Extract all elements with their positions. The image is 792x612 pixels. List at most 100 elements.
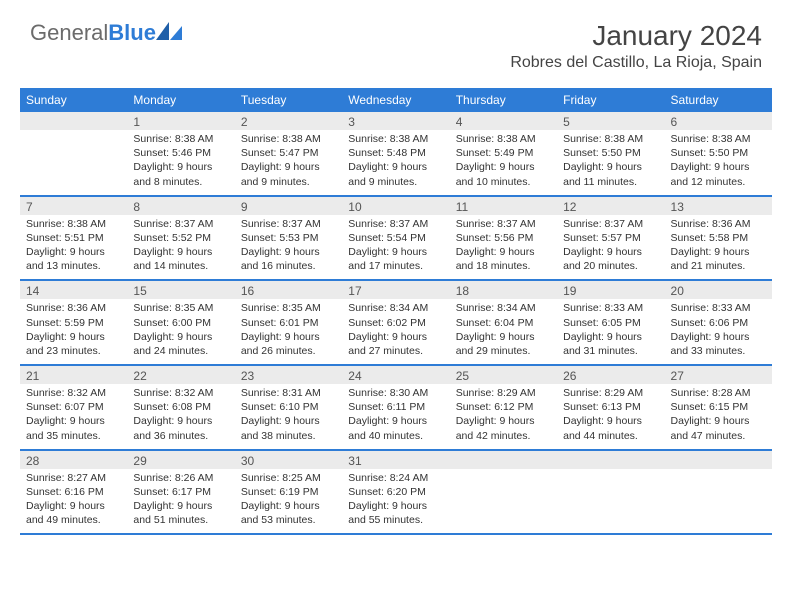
daylight-value: Daylight: 9 hours and 51 minutes. — [133, 499, 228, 527]
day-number: 4 — [450, 112, 557, 130]
day-body: Sunrise: 8:37 AMSunset: 5:52 PMDaylight:… — [127, 215, 234, 280]
day-body: Sunrise: 8:37 AMSunset: 5:53 PMDaylight:… — [235, 215, 342, 280]
day-cell: 18Sunrise: 8:34 AMSunset: 6:04 PMDayligh… — [450, 281, 557, 364]
day-body: Sunrise: 8:29 AMSunset: 6:12 PMDaylight:… — [450, 384, 557, 449]
day-number — [450, 451, 557, 469]
day-number: 17 — [342, 281, 449, 299]
sunrise-value: Sunrise: 8:24 AM — [348, 471, 443, 485]
sunrise-value: Sunrise: 8:38 AM — [348, 132, 443, 146]
day-body: Sunrise: 8:33 AMSunset: 6:06 PMDaylight:… — [665, 299, 772, 364]
day-cell: 5Sunrise: 8:38 AMSunset: 5:50 PMDaylight… — [557, 112, 664, 195]
daylight-value: Daylight: 9 hours and 31 minutes. — [563, 330, 658, 358]
sunset-value: Sunset: 6:11 PM — [348, 400, 443, 414]
day-cell: 29Sunrise: 8:26 AMSunset: 6:17 PMDayligh… — [127, 451, 234, 534]
day-cell: 2Sunrise: 8:38 AMSunset: 5:47 PMDaylight… — [235, 112, 342, 195]
day-number: 16 — [235, 281, 342, 299]
dow-sunday: Sunday — [20, 88, 127, 112]
day-number: 23 — [235, 366, 342, 384]
daylight-value: Daylight: 9 hours and 49 minutes. — [26, 499, 121, 527]
sunset-value: Sunset: 5:46 PM — [133, 146, 228, 160]
day-cell — [665, 451, 772, 534]
day-cell: 22Sunrise: 8:32 AMSunset: 6:08 PMDayligh… — [127, 366, 234, 449]
day-number: 2 — [235, 112, 342, 130]
day-body: Sunrise: 8:30 AMSunset: 6:11 PMDaylight:… — [342, 384, 449, 449]
day-number: 22 — [127, 366, 234, 384]
daylight-value: Daylight: 9 hours and 21 minutes. — [671, 245, 766, 273]
week-row: 1Sunrise: 8:38 AMSunset: 5:46 PMDaylight… — [20, 112, 772, 197]
dow-friday: Friday — [557, 88, 664, 112]
sunrise-value: Sunrise: 8:37 AM — [563, 217, 658, 231]
day-number: 21 — [20, 366, 127, 384]
day-body: Sunrise: 8:37 AMSunset: 5:57 PMDaylight:… — [557, 215, 664, 280]
calendar: Sunday Monday Tuesday Wednesday Thursday… — [20, 88, 772, 535]
daylight-value: Daylight: 9 hours and 36 minutes. — [133, 414, 228, 442]
day-number: 30 — [235, 451, 342, 469]
day-body: Sunrise: 8:25 AMSunset: 6:19 PMDaylight:… — [235, 469, 342, 534]
sunset-value: Sunset: 6:04 PM — [456, 316, 551, 330]
day-body: Sunrise: 8:38 AMSunset: 5:46 PMDaylight:… — [127, 130, 234, 195]
day-number: 10 — [342, 197, 449, 215]
sunset-value: Sunset: 6:12 PM — [456, 400, 551, 414]
day-cell — [557, 451, 664, 534]
daylight-value: Daylight: 9 hours and 24 minutes. — [133, 330, 228, 358]
sunset-value: Sunset: 6:07 PM — [26, 400, 121, 414]
sunset-value: Sunset: 5:54 PM — [348, 231, 443, 245]
day-number: 14 — [20, 281, 127, 299]
logo-part2: Blue — [108, 20, 156, 45]
sunset-value: Sunset: 6:08 PM — [133, 400, 228, 414]
day-number — [665, 451, 772, 469]
header: GeneralBlue January 2024 Robres del Cast… — [0, 0, 792, 80]
dow-row: Sunday Monday Tuesday Wednesday Thursday… — [20, 88, 772, 112]
sunrise-value: Sunrise: 8:38 AM — [456, 132, 551, 146]
sunrise-value: Sunrise: 8:27 AM — [26, 471, 121, 485]
dow-saturday: Saturday — [665, 88, 772, 112]
sunset-value: Sunset: 5:50 PM — [671, 146, 766, 160]
day-number: 5 — [557, 112, 664, 130]
sunrise-value: Sunrise: 8:38 AM — [563, 132, 658, 146]
day-cell: 1Sunrise: 8:38 AMSunset: 5:46 PMDaylight… — [127, 112, 234, 195]
week-row: 7Sunrise: 8:38 AMSunset: 5:51 PMDaylight… — [20, 197, 772, 282]
day-body: Sunrise: 8:32 AMSunset: 6:08 PMDaylight:… — [127, 384, 234, 449]
day-body: Sunrise: 8:32 AMSunset: 6:07 PMDaylight:… — [20, 384, 127, 449]
day-number: 8 — [127, 197, 234, 215]
day-body: Sunrise: 8:31 AMSunset: 6:10 PMDaylight:… — [235, 384, 342, 449]
sunset-value: Sunset: 6:01 PM — [241, 316, 336, 330]
sunrise-value: Sunrise: 8:29 AM — [563, 386, 658, 400]
day-cell: 13Sunrise: 8:36 AMSunset: 5:58 PMDayligh… — [665, 197, 772, 280]
dow-monday: Monday — [127, 88, 234, 112]
daylight-value: Daylight: 9 hours and 55 minutes. — [348, 499, 443, 527]
sunset-value: Sunset: 5:48 PM — [348, 146, 443, 160]
daylight-value: Daylight: 9 hours and 42 minutes. — [456, 414, 551, 442]
day-number: 26 — [557, 366, 664, 384]
week-row: 14Sunrise: 8:36 AMSunset: 5:59 PMDayligh… — [20, 281, 772, 366]
sunset-value: Sunset: 6:16 PM — [26, 485, 121, 499]
daylight-value: Daylight: 9 hours and 27 minutes. — [348, 330, 443, 358]
day-body: Sunrise: 8:35 AMSunset: 6:01 PMDaylight:… — [235, 299, 342, 364]
day-cell: 16Sunrise: 8:35 AMSunset: 6:01 PMDayligh… — [235, 281, 342, 364]
sunrise-value: Sunrise: 8:38 AM — [671, 132, 766, 146]
sunset-value: Sunset: 5:59 PM — [26, 316, 121, 330]
dow-thursday: Thursday — [450, 88, 557, 112]
day-cell: 12Sunrise: 8:37 AMSunset: 5:57 PMDayligh… — [557, 197, 664, 280]
dow-wednesday: Wednesday — [342, 88, 449, 112]
sunrise-value: Sunrise: 8:26 AM — [133, 471, 228, 485]
day-cell: 14Sunrise: 8:36 AMSunset: 5:59 PMDayligh… — [20, 281, 127, 364]
daylight-value: Daylight: 9 hours and 13 minutes. — [26, 245, 121, 273]
day-body: Sunrise: 8:38 AMSunset: 5:50 PMDaylight:… — [557, 130, 664, 195]
sunrise-value: Sunrise: 8:37 AM — [456, 217, 551, 231]
sunset-value: Sunset: 6:13 PM — [563, 400, 658, 414]
sunset-value: Sunset: 6:00 PM — [133, 316, 228, 330]
day-cell: 17Sunrise: 8:34 AMSunset: 6:02 PMDayligh… — [342, 281, 449, 364]
daylight-value: Daylight: 9 hours and 12 minutes. — [671, 160, 766, 188]
sunset-value: Sunset: 5:52 PM — [133, 231, 228, 245]
sunset-value: Sunset: 6:05 PM — [563, 316, 658, 330]
daylight-value: Daylight: 9 hours and 53 minutes. — [241, 499, 336, 527]
daylight-value: Daylight: 9 hours and 16 minutes. — [241, 245, 336, 273]
day-cell: 19Sunrise: 8:33 AMSunset: 6:05 PMDayligh… — [557, 281, 664, 364]
day-number: 24 — [342, 366, 449, 384]
day-number: 9 — [235, 197, 342, 215]
sunrise-value: Sunrise: 8:35 AM — [241, 301, 336, 315]
day-cell: 4Sunrise: 8:38 AMSunset: 5:49 PMDaylight… — [450, 112, 557, 195]
sunrise-value: Sunrise: 8:33 AM — [563, 301, 658, 315]
sunrise-value: Sunrise: 8:28 AM — [671, 386, 766, 400]
